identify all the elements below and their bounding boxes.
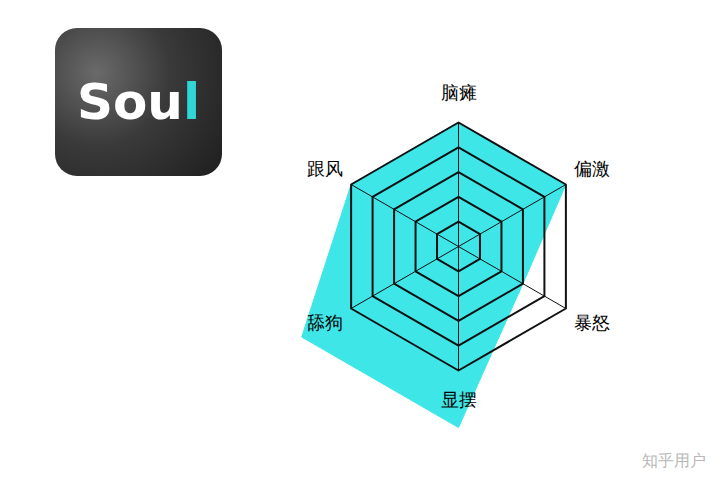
html-text:Sou l: Sou l xyxy=(76,73,200,131)
svg-text:跟风: 跟风 xyxy=(307,158,343,179)
svg-text:显摆: 显摆 xyxy=(441,389,477,410)
svg-text:偏激: 偏激 xyxy=(574,158,610,179)
html-text:知乎用户: 知乎用户 xyxy=(642,451,706,470)
svg-text:脑瘫: 脑瘫 xyxy=(441,82,477,103)
svg-text:舔狗: 舔狗 xyxy=(307,312,343,333)
svg-text:暴怒: 暴怒 xyxy=(574,312,610,333)
